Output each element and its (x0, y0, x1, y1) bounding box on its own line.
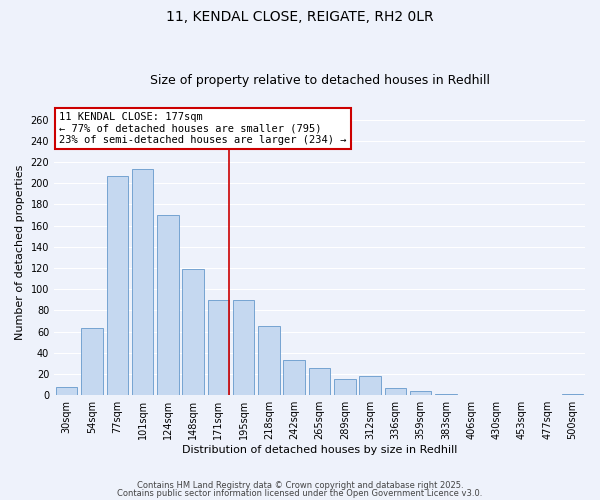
Bar (132, 170, 153, 395)
Text: 11 KENDAL CLOSE: 177sqm
← 77% of detached houses are smaller (795)
23% of semi-d: 11 KENDAL CLOSE: 177sqm ← 77% of detache… (59, 112, 347, 145)
Bar (258, 326, 280, 395)
Bar (385, 388, 406, 395)
Bar (334, 380, 356, 395)
Bar (182, 269, 204, 395)
Text: Contains public sector information licensed under the Open Government Licence v3: Contains public sector information licen… (118, 488, 482, 498)
Bar (309, 368, 330, 395)
Bar (435, 394, 457, 395)
Bar (56, 386, 77, 395)
Y-axis label: Number of detached properties: Number of detached properties (15, 164, 25, 340)
Bar (81, 328, 103, 395)
Text: 11, KENDAL CLOSE, REIGATE, RH2 0LR: 11, KENDAL CLOSE, REIGATE, RH2 0LR (166, 10, 434, 24)
Bar (157, 215, 179, 395)
Bar (233, 300, 254, 395)
Bar (359, 376, 381, 395)
X-axis label: Distribution of detached houses by size in Redhill: Distribution of detached houses by size … (182, 445, 457, 455)
Bar (562, 394, 583, 395)
Text: Contains HM Land Registry data © Crown copyright and database right 2025.: Contains HM Land Registry data © Crown c… (137, 481, 463, 490)
Bar (107, 176, 128, 395)
Title: Size of property relative to detached houses in Redhill: Size of property relative to detached ho… (149, 74, 490, 87)
Bar (410, 391, 431, 395)
Bar (208, 300, 229, 395)
Bar (283, 360, 305, 395)
